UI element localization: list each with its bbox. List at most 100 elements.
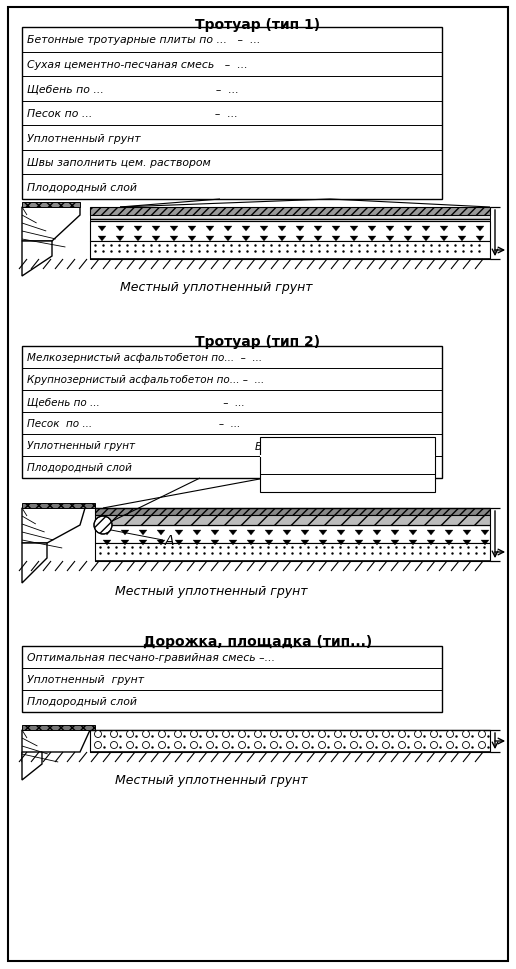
Polygon shape (175, 541, 183, 546)
Bar (90, 216, 490, 222)
Polygon shape (98, 236, 106, 241)
Bar (90, 222, 490, 241)
Bar (95, 516, 490, 525)
Text: Плодородный слой: Плодородный слой (27, 182, 137, 193)
Polygon shape (391, 530, 399, 536)
Circle shape (334, 731, 342, 737)
Polygon shape (152, 227, 160, 232)
Bar (260, 455, 435, 457)
Circle shape (398, 731, 406, 737)
Text: Крупнозернистый асфальтобетон по... –  ...: Крупнозернистый асфальтобетон по... – ..… (27, 375, 264, 385)
Polygon shape (283, 530, 291, 536)
Circle shape (238, 741, 246, 749)
Text: Бетонные тротуарные плиты по ...   –  ...: Бетонные тротуарные плиты по ... – ... (27, 35, 261, 46)
Bar (260, 438, 435, 492)
Polygon shape (440, 236, 448, 241)
Polygon shape (193, 530, 201, 536)
Circle shape (398, 741, 406, 749)
Circle shape (366, 741, 374, 749)
Circle shape (110, 741, 118, 749)
Text: А: А (165, 534, 174, 547)
Circle shape (206, 731, 214, 737)
Polygon shape (175, 530, 183, 536)
Circle shape (350, 731, 358, 737)
Polygon shape (152, 236, 160, 241)
Bar (90, 731, 490, 752)
Circle shape (174, 731, 182, 737)
Polygon shape (188, 227, 196, 232)
Polygon shape (229, 541, 237, 546)
Polygon shape (265, 530, 273, 536)
Polygon shape (121, 541, 129, 546)
Bar (95, 544, 490, 561)
Bar (22, 504, 95, 509)
Polygon shape (409, 541, 417, 546)
Polygon shape (404, 236, 412, 241)
Circle shape (286, 731, 294, 737)
Polygon shape (427, 541, 435, 546)
Circle shape (382, 731, 390, 737)
Polygon shape (260, 227, 268, 232)
Text: Щебень по ...                                –  ...: Щебень по ... – ... (27, 84, 239, 94)
Text: Плодородный слой: Плодородный слой (27, 697, 137, 706)
Circle shape (190, 731, 198, 737)
Polygon shape (422, 236, 430, 241)
Polygon shape (22, 241, 52, 277)
Polygon shape (22, 207, 80, 241)
Polygon shape (332, 227, 340, 232)
Text: Щебень по ...                                      –  ...: Щебень по ... – ... (27, 396, 245, 407)
Circle shape (142, 731, 150, 737)
Polygon shape (422, 227, 430, 232)
Circle shape (270, 741, 278, 749)
Polygon shape (319, 530, 327, 536)
Bar (90, 241, 490, 260)
Polygon shape (296, 236, 304, 241)
Circle shape (222, 741, 230, 749)
Polygon shape (355, 541, 363, 546)
Polygon shape (445, 530, 453, 536)
Polygon shape (157, 530, 165, 536)
Bar (22, 28, 442, 200)
Bar (22, 203, 80, 207)
Polygon shape (134, 236, 142, 241)
Polygon shape (476, 236, 484, 241)
Circle shape (318, 731, 326, 737)
Polygon shape (22, 752, 42, 780)
Circle shape (94, 741, 102, 749)
Circle shape (222, 731, 230, 737)
Circle shape (446, 731, 454, 737)
Polygon shape (368, 227, 376, 232)
Polygon shape (386, 236, 394, 241)
Polygon shape (337, 541, 345, 546)
Circle shape (302, 741, 310, 749)
Polygon shape (373, 541, 381, 546)
Circle shape (446, 741, 454, 749)
Polygon shape (206, 227, 214, 232)
Polygon shape (409, 530, 417, 536)
Polygon shape (224, 236, 232, 241)
Circle shape (158, 731, 166, 737)
Polygon shape (170, 227, 178, 232)
Circle shape (366, 731, 374, 737)
Polygon shape (157, 541, 165, 546)
Bar (90, 207, 490, 216)
Polygon shape (337, 530, 345, 536)
Polygon shape (350, 236, 358, 241)
Text: Песок  по ...                                       –  ...: Песок по ... – ... (27, 419, 240, 428)
Text: Сухая цементно-песчаная смесь   –  ...: Сухая цементно-песчаная смесь – ... (27, 60, 248, 70)
Polygon shape (193, 541, 201, 546)
Polygon shape (445, 541, 453, 546)
Polygon shape (103, 530, 111, 536)
Polygon shape (224, 227, 232, 232)
Polygon shape (481, 541, 489, 546)
Circle shape (94, 731, 102, 737)
Circle shape (462, 741, 470, 749)
Polygon shape (301, 541, 309, 546)
Polygon shape (296, 227, 304, 232)
Circle shape (206, 741, 214, 749)
Polygon shape (463, 530, 471, 536)
Text: Дорожка, площадка (тип...): Дорожка, площадка (тип...) (143, 635, 373, 648)
Bar (22, 646, 442, 712)
Polygon shape (188, 236, 196, 241)
Circle shape (190, 741, 198, 749)
